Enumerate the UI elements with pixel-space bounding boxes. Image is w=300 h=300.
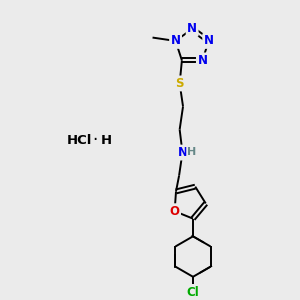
Text: N: N	[197, 54, 207, 67]
Text: O: O	[169, 205, 180, 218]
Text: N: N	[187, 22, 197, 35]
Text: N: N	[178, 146, 188, 159]
Text: ·: ·	[93, 131, 98, 149]
Text: N: N	[204, 34, 214, 47]
Text: Cl: Cl	[187, 286, 200, 299]
Text: N: N	[171, 34, 181, 47]
Text: HCl: HCl	[67, 134, 92, 147]
Text: S: S	[176, 77, 184, 90]
Text: H: H	[187, 147, 196, 157]
Text: H: H	[101, 134, 112, 147]
